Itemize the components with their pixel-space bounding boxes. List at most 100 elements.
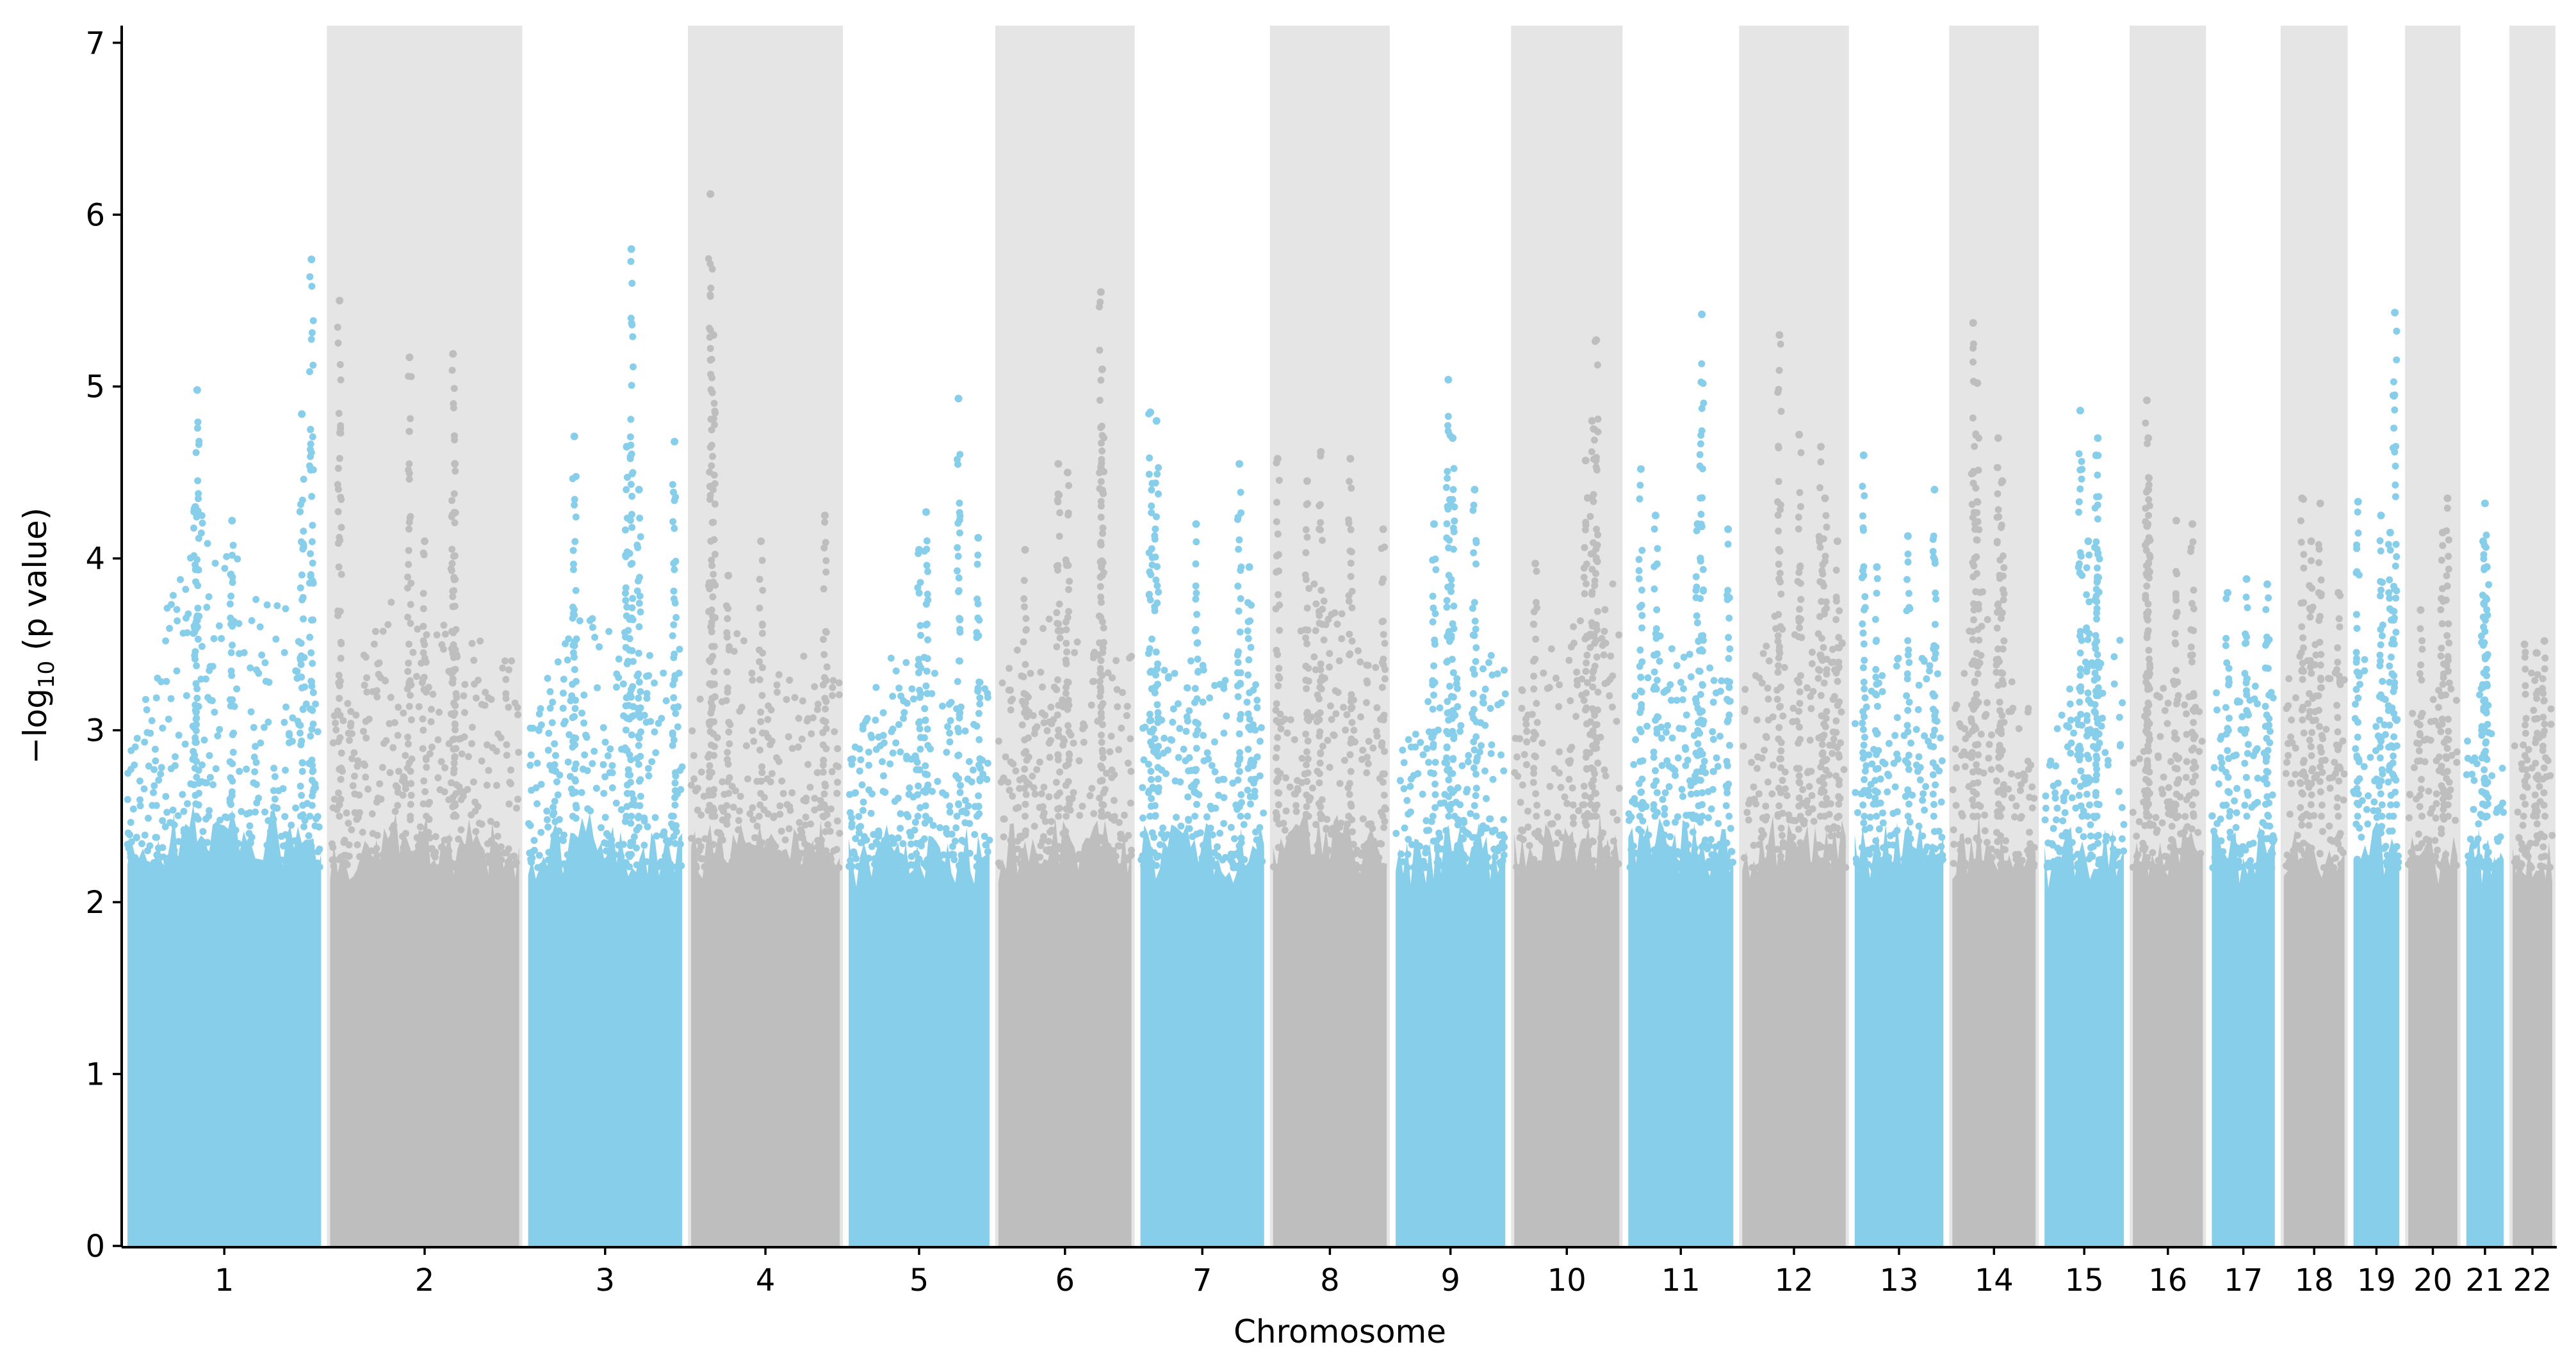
snp-point bbox=[1098, 764, 1106, 772]
snp-point bbox=[1556, 681, 1563, 689]
snp-point bbox=[643, 695, 651, 702]
snp-point bbox=[1553, 674, 1560, 682]
snp-point bbox=[1832, 864, 1839, 871]
snp-point bbox=[1063, 860, 1071, 868]
snp-point bbox=[1209, 831, 1216, 839]
snp-point bbox=[203, 604, 211, 611]
snp-point bbox=[1531, 752, 1538, 760]
snp-point bbox=[1494, 670, 1501, 677]
snp-point bbox=[1116, 842, 1123, 850]
snp-point bbox=[711, 407, 719, 415]
snp-point bbox=[1446, 855, 1453, 863]
snp-point bbox=[1653, 725, 1661, 733]
snp-point bbox=[405, 460, 413, 467]
snp-point bbox=[1246, 793, 1254, 800]
snp-point bbox=[946, 802, 954, 810]
snp-point bbox=[1063, 640, 1070, 647]
snp-point bbox=[635, 732, 642, 740]
snp-point bbox=[395, 704, 402, 711]
snp-point bbox=[855, 829, 863, 837]
snp-point bbox=[1031, 790, 1039, 798]
snp-point bbox=[1921, 806, 1928, 814]
snp-point bbox=[758, 839, 766, 846]
snp-point bbox=[1906, 818, 1914, 826]
chromosome-12-points bbox=[1740, 331, 1850, 1246]
snp-point bbox=[1124, 759, 1132, 767]
snp-point bbox=[257, 739, 265, 747]
snp-point bbox=[1775, 527, 1782, 535]
snp-point bbox=[965, 802, 972, 810]
snp-point bbox=[1588, 863, 1596, 871]
snp-point bbox=[1153, 599, 1161, 607]
snp-point bbox=[1828, 853, 1835, 861]
snp-point bbox=[1171, 670, 1178, 677]
snp-point bbox=[464, 786, 471, 793]
snp-point bbox=[270, 841, 277, 849]
snp-point bbox=[1763, 642, 1770, 650]
snp-point bbox=[1165, 847, 1173, 854]
snp-point bbox=[1573, 677, 1581, 684]
snp-point bbox=[1303, 685, 1310, 693]
snp-point bbox=[1684, 756, 1692, 764]
snp-point bbox=[1671, 766, 1679, 774]
snp-point bbox=[1113, 686, 1121, 693]
snp-point bbox=[1109, 847, 1117, 855]
snp-point bbox=[1474, 845, 1481, 852]
snp-point bbox=[1234, 513, 1242, 521]
snp-point bbox=[329, 856, 336, 864]
snp-point bbox=[1431, 555, 1439, 563]
snp-point bbox=[946, 809, 954, 816]
snp-point bbox=[1246, 617, 1254, 625]
snp-point bbox=[1893, 662, 1900, 670]
snp-point bbox=[678, 862, 685, 869]
snp-point bbox=[1686, 862, 1694, 870]
snp-point bbox=[336, 537, 344, 544]
snp-point bbox=[227, 649, 235, 656]
snp-point bbox=[1603, 844, 1611, 852]
snp-point bbox=[1073, 638, 1081, 646]
snp-point bbox=[251, 768, 259, 775]
snp-point bbox=[337, 654, 345, 662]
snp-point bbox=[405, 428, 413, 435]
snp-point bbox=[1529, 620, 1537, 628]
snp-point bbox=[1000, 833, 1007, 841]
snp-point bbox=[1859, 512, 1866, 520]
snp-point bbox=[1693, 612, 1700, 620]
snp-point bbox=[1304, 769, 1312, 777]
snp-point bbox=[1698, 360, 1706, 368]
snp-point bbox=[1715, 820, 1722, 827]
snp-point bbox=[1860, 741, 1868, 749]
snp-point bbox=[1194, 656, 1202, 663]
snp-point bbox=[775, 757, 783, 765]
snp-point bbox=[658, 715, 665, 722]
snp-point bbox=[736, 807, 744, 815]
snp-point bbox=[1905, 590, 1912, 597]
snp-point bbox=[795, 715, 803, 722]
snp-point bbox=[915, 589, 923, 597]
snp-point bbox=[833, 789, 841, 797]
snp-point bbox=[395, 768, 403, 775]
snp-point bbox=[1580, 574, 1588, 581]
snp-point bbox=[605, 627, 613, 635]
snp-point bbox=[1651, 525, 1658, 533]
snp-point bbox=[1023, 691, 1031, 699]
snp-point bbox=[1182, 757, 1189, 764]
snp-point bbox=[1151, 735, 1159, 743]
snp-point bbox=[306, 633, 314, 641]
snp-point bbox=[636, 514, 644, 522]
snp-point bbox=[917, 579, 924, 586]
snp-point bbox=[1398, 850, 1405, 858]
snp-point bbox=[1489, 775, 1497, 783]
snp-point bbox=[1145, 471, 1153, 478]
snp-point bbox=[1775, 654, 1782, 662]
snp-point bbox=[339, 717, 347, 725]
snp-point bbox=[635, 649, 642, 657]
snp-point bbox=[711, 480, 719, 487]
snp-point bbox=[622, 526, 629, 534]
snp-point bbox=[428, 706, 435, 713]
snp-point bbox=[198, 512, 206, 519]
snp-point bbox=[420, 605, 427, 613]
snp-point bbox=[635, 670, 642, 678]
snp-point bbox=[737, 793, 744, 800]
snp-point bbox=[1635, 556, 1643, 563]
